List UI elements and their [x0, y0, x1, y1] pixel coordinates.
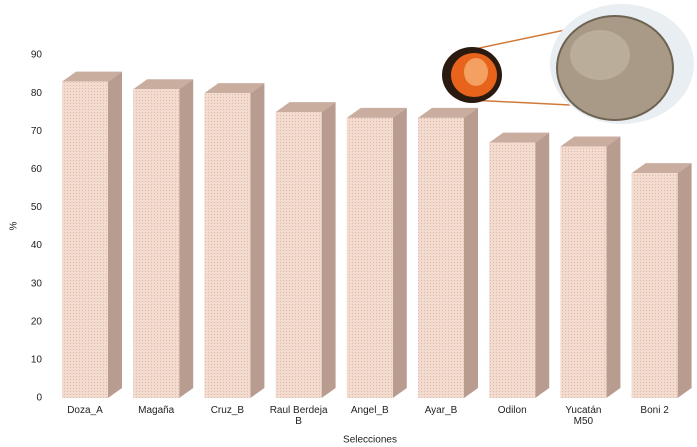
- bar-top: [631, 163, 692, 174]
- x-tick-label: Angel_B: [350, 405, 389, 416]
- seed-shine: [570, 30, 630, 80]
- y-tick-label: 60: [31, 164, 43, 175]
- bar-top: [560, 136, 621, 147]
- x-axis-label: Selecciones: [343, 435, 397, 446]
- inset-photo: [442, 4, 694, 124]
- bar-top: [204, 83, 265, 94]
- x-tick-label: Magaña: [138, 405, 175, 416]
- bar-side: [250, 83, 265, 398]
- bar: [489, 142, 536, 398]
- bar-top: [489, 132, 550, 143]
- x-tick-label: Doza_A: [67, 405, 103, 416]
- x-tick-label: Yucatán M50: [565, 405, 602, 427]
- x-tick-label: Raul Berdeja B: [269, 405, 328, 427]
- bar-side: [392, 107, 407, 398]
- y-tick-label: 0: [36, 393, 42, 404]
- y-tick-label: 70: [31, 126, 43, 137]
- bar: [418, 117, 464, 398]
- x-tick-label: Cruz_B: [210, 405, 245, 416]
- x-tick-label: Ayar_B: [424, 405, 458, 416]
- y-axis-label: %: [9, 221, 20, 230]
- bar-top: [418, 107, 478, 118]
- fruit-seed: [464, 58, 488, 86]
- bar-top: [133, 79, 194, 90]
- y-tick-label: 80: [31, 88, 43, 99]
- y-tick-label: 40: [31, 240, 43, 251]
- bar-side: [677, 163, 692, 398]
- y-tick-label: 10: [31, 355, 43, 366]
- bar-side: [179, 79, 194, 399]
- bar: [560, 146, 607, 398]
- bar-side: [464, 107, 478, 398]
- bar: [275, 112, 322, 399]
- bar: [133, 89, 180, 399]
- y-tick-label: 90: [31, 50, 43, 61]
- bar-side: [108, 71, 122, 398]
- x-tick-label: Boni 2: [640, 405, 669, 416]
- bar-top: [62, 71, 122, 82]
- bar-top: [346, 107, 407, 118]
- y-tick-label: 50: [31, 202, 43, 213]
- y-tick-label: 20: [31, 316, 43, 327]
- bar: [62, 81, 108, 398]
- connector: [469, 99, 571, 106]
- bar-side: [321, 102, 336, 399]
- connector: [469, 29, 566, 51]
- bar: [631, 173, 678, 398]
- y-tick-label: 30: [31, 278, 43, 289]
- bar: [346, 117, 393, 398]
- bar-side: [606, 136, 621, 398]
- bar: [204, 93, 251, 398]
- bar-top: [275, 102, 336, 113]
- x-tick-label: Odilon: [497, 405, 527, 416]
- bar-side: [535, 132, 550, 398]
